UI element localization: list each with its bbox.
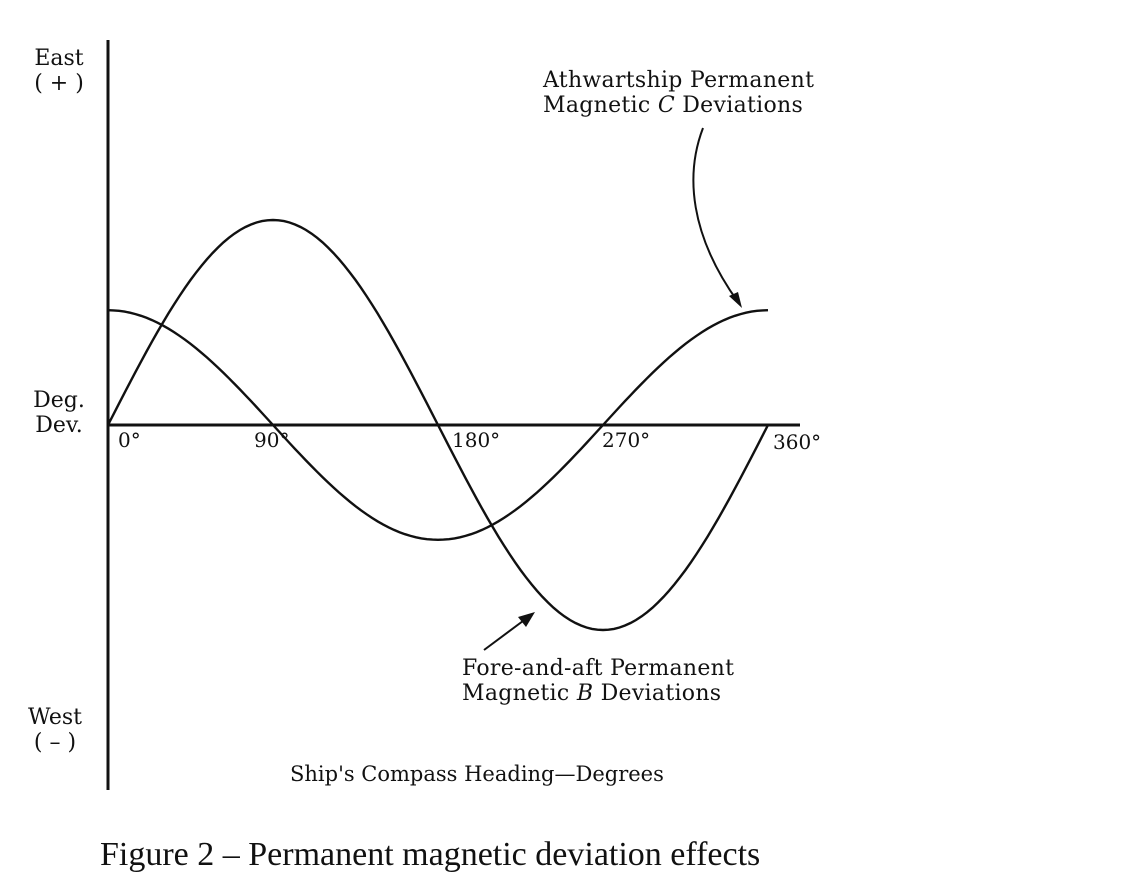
arrow-b-annotation bbox=[483, 617, 528, 651]
annotation-c-text: Magnetic bbox=[543, 93, 658, 118]
y-bottom-label-sign: ( – ) bbox=[33, 730, 77, 755]
x-tick-180: 180° bbox=[452, 428, 501, 452]
y-mid-label: Deg. Dev. bbox=[24, 388, 94, 438]
y-top-label: East ( + ) bbox=[24, 46, 94, 96]
annotation-b-text: Magnetic bbox=[462, 681, 577, 706]
figure-caption: Figure 2 – Permanent magnetic deviation … bbox=[100, 836, 761, 873]
y-mid-label-deg: Deg. bbox=[33, 388, 85, 413]
annotation-c-line2: Magnetic C Deviations bbox=[543, 93, 814, 118]
annotation-b-symbol: B bbox=[576, 681, 594, 706]
annotation-c-text-end: Deviations bbox=[674, 93, 804, 118]
y-mid-label-dev: Dev. bbox=[35, 413, 83, 438]
y-bottom-label-west: West bbox=[28, 705, 82, 730]
x-tick-0: 0° bbox=[118, 428, 141, 452]
annotation-c-line1: Athwartship Permanent bbox=[543, 68, 815, 93]
arrow-c-head bbox=[729, 292, 742, 308]
curve-b-fore-and-aft bbox=[106, 218, 770, 632]
curve-c-athwartship bbox=[107, 309, 769, 542]
arrow-c-annotation bbox=[692, 127, 739, 303]
annotation-b-line1: Fore-and-aft Permanent bbox=[462, 656, 735, 681]
x-tick-90: 90° bbox=[254, 428, 290, 452]
annotation-c-symbol: C bbox=[657, 93, 675, 118]
y-bottom-label: West ( – ) bbox=[20, 705, 90, 755]
x-tick-360: 360° bbox=[773, 430, 822, 454]
arrow-b-head bbox=[518, 612, 535, 627]
y-top-label-east: East bbox=[34, 46, 84, 71]
annotation-c: Athwartship Permanent Magnetic C Deviati… bbox=[543, 68, 814, 118]
x-axis-title: Ship's Compass Heading—Degrees bbox=[290, 762, 664, 786]
x-tick-270: 270° bbox=[602, 428, 651, 452]
annotation-b-text-end: Deviations bbox=[593, 681, 722, 706]
y-top-label-sign: ( + ) bbox=[34, 71, 84, 96]
annotation-b-line2: Magnetic B Deviations bbox=[462, 681, 734, 706]
annotation-b: Fore-and-aft Permanent Magnetic B Deviat… bbox=[462, 656, 734, 706]
